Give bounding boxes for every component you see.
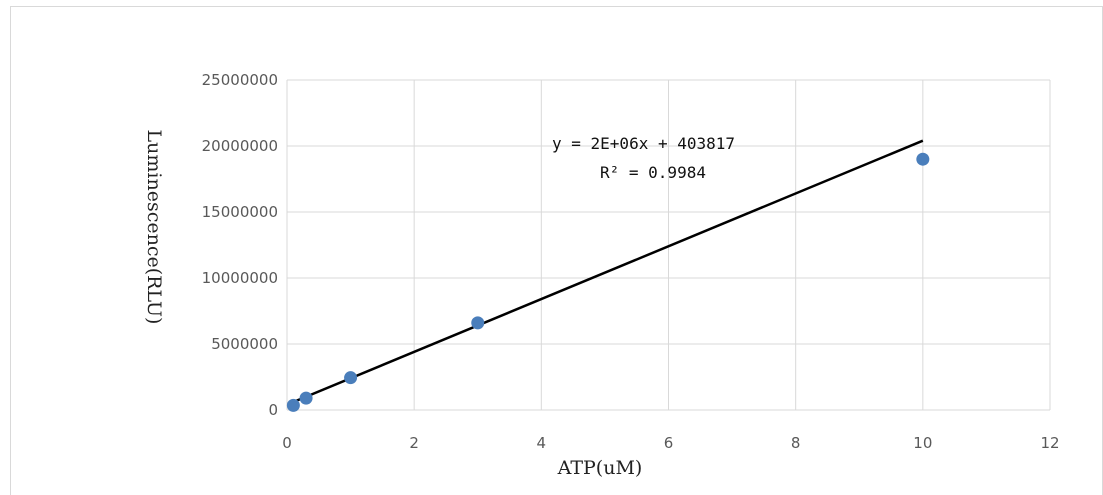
data-point [916,152,930,166]
y-axis-title: Luminescence(RLU) [143,130,165,325]
x-tick-label: 12 [1040,434,1059,452]
x-tick-label: 8 [791,434,801,452]
y-tick-label: 10000000 [202,269,278,287]
data-point [344,371,358,385]
x-axis-title: ATP(uM) [557,457,643,479]
x-tick-label: 2 [409,434,419,452]
trendline [292,139,924,404]
trendline-equation: y = 2E+06x + 403817 [552,134,735,153]
data-points [286,152,930,412]
data-point [471,316,485,330]
x-tick-label: 6 [664,434,674,452]
y-tick-label: 0 [268,401,278,419]
trendline-r2: R² = 0.9984 [600,163,706,182]
chart-border [10,6,1103,495]
data-point [286,398,300,412]
y-tick-label: 20000000 [202,137,278,155]
x-tick-label: 4 [537,434,547,452]
data-point [299,391,313,405]
x-tick-label: 10 [913,434,932,452]
grid [286,79,1051,411]
x-tick-label: 0 [282,434,292,452]
y-tick-label: 25000000 [202,71,278,89]
trendline-layer [292,139,924,404]
y-axis-ticks: 0 5000000 10000000 15000000 20000000 25000000 [202,71,278,419]
y-tick-label: 5000000 [211,335,278,353]
x-axis-ticks: 0 2 4 6 8 10 12 [282,434,1059,452]
y-tick-label: 15000000 [202,203,278,221]
